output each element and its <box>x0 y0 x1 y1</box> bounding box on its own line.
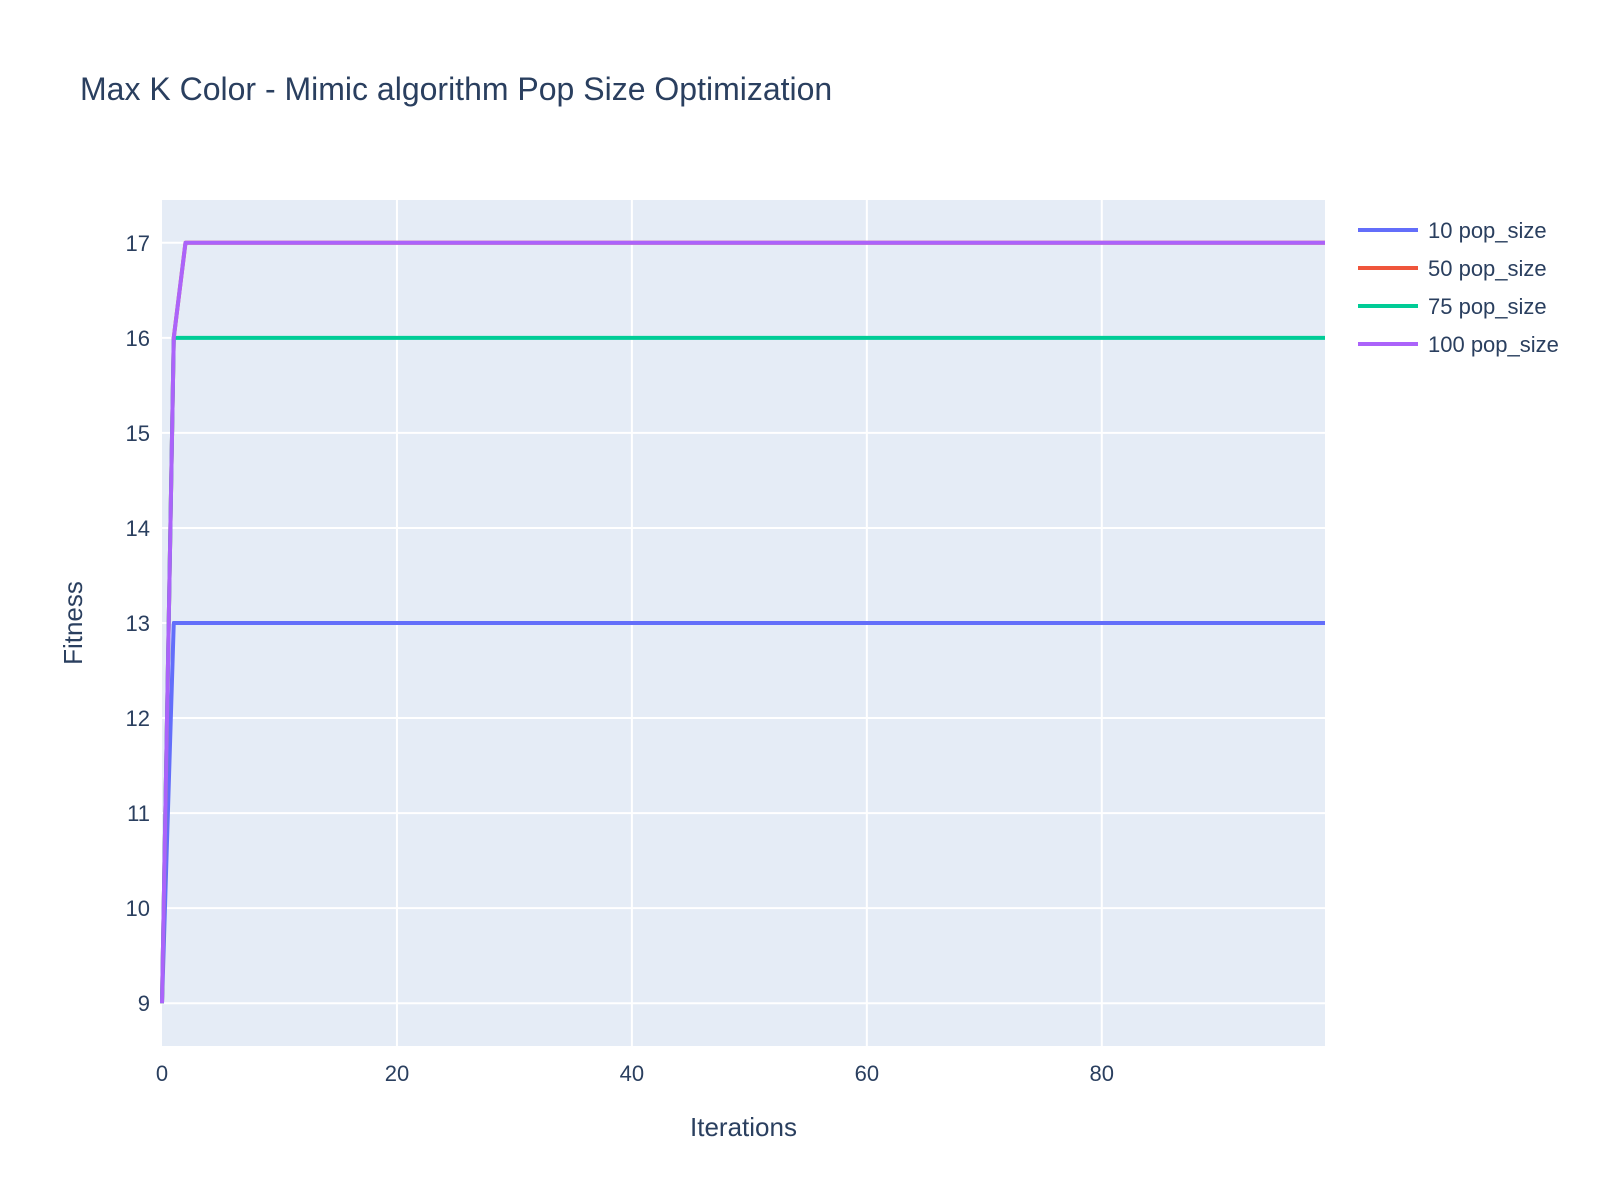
y-tick-label: 17 <box>126 231 150 256</box>
legend: 10 pop_size 50 pop_size 75 pop_size 100 pop… <box>1358 218 1559 357</box>
x-tick-label: 40 <box>620 1061 644 1086</box>
chart-title: Max K Color - Mimic algorithm Pop Size O… <box>80 71 832 107</box>
x-tick-label: 20 <box>385 1061 409 1086</box>
x-tick-label: 60 <box>855 1061 879 1086</box>
y-tick-label: 14 <box>126 516 150 541</box>
legend-label-3: 100 pop_size <box>1428 332 1559 357</box>
y-tick-label: 10 <box>126 896 150 921</box>
x-tick-labels: 0 20 40 60 80 <box>156 1061 1114 1086</box>
x-tick-label: 0 <box>156 1061 168 1086</box>
y-tick-label: 16 <box>126 326 150 351</box>
x-axis-title: Iterations <box>690 1112 797 1142</box>
y-tick-label: 11 <box>127 801 150 826</box>
legend-label-2: 75 pop_size <box>1428 294 1547 319</box>
series-lines <box>160 240 1325 1004</box>
legend-label-0: 10 pop_size <box>1428 218 1547 243</box>
y-tick-labels: 9 10 11 12 13 14 15 16 17 <box>126 231 150 1016</box>
y-tick-label: 9 <box>138 991 150 1016</box>
series-line-3 <box>160 240 1325 1004</box>
y-tick-label: 13 <box>126 611 150 636</box>
y-axis-title: Fitness <box>58 581 88 665</box>
legend-label-1: 50 pop_size <box>1428 256 1547 281</box>
y-tick-label: 12 <box>126 706 150 731</box>
x-tick-label: 80 <box>1090 1061 1114 1086</box>
y-tick-label: 15 <box>126 421 150 446</box>
